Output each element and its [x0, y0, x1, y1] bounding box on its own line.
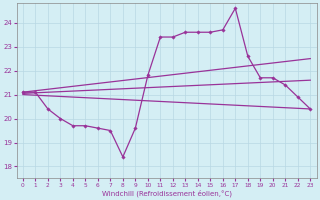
X-axis label: Windchill (Refroidissement éolien,°C): Windchill (Refroidissement éolien,°C): [101, 189, 232, 197]
